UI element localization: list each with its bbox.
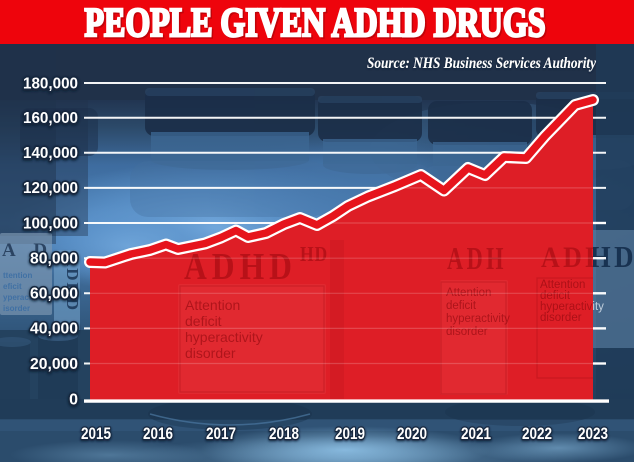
svg-text:hyperactivity: hyperactivity bbox=[446, 313, 510, 325]
svg-text:disorder: disorder bbox=[446, 326, 488, 338]
svg-text:2018: 2018 bbox=[269, 424, 299, 443]
svg-text:40,000: 40,000 bbox=[30, 321, 78, 338]
svg-text:2016: 2016 bbox=[143, 424, 173, 443]
svg-text:2015: 2015 bbox=[81, 424, 111, 443]
svg-text:140,000: 140,000 bbox=[23, 145, 78, 162]
svg-text:2022: 2022 bbox=[522, 424, 552, 443]
svg-text:deficit: deficit bbox=[540, 290, 571, 302]
svg-text:2023: 2023 bbox=[578, 424, 608, 443]
svg-text:A D: A D bbox=[2, 240, 54, 261]
svg-text:80,000: 80,000 bbox=[30, 251, 78, 268]
svg-text:20,000: 20,000 bbox=[30, 356, 78, 373]
svg-text:160,000: 160,000 bbox=[23, 110, 78, 127]
svg-text:100,000: 100,000 bbox=[23, 215, 78, 232]
svg-text:120,000: 120,000 bbox=[23, 180, 78, 197]
svg-text:PEOPLE GIVEN ADHD DRUGS: PEOPLE GIVEN ADHD DRUGS bbox=[85, 0, 546, 45]
svg-text:2019: 2019 bbox=[335, 424, 365, 443]
svg-text:hyperactivity: hyperactivity bbox=[540, 301, 604, 313]
svg-text:ttention: ttention bbox=[3, 271, 32, 280]
svg-text:2020: 2020 bbox=[397, 424, 427, 443]
svg-text:2021: 2021 bbox=[461, 424, 491, 443]
svg-text:180,000: 180,000 bbox=[23, 75, 78, 92]
svg-text:PEOPLE GIVEN ADHD DRUGS: PEOPLE GIVEN ADHD DRUGS bbox=[86, 0, 547, 46]
svg-text:disorder: disorder bbox=[185, 345, 236, 361]
svg-text:2017: 2017 bbox=[206, 424, 236, 443]
svg-text:Source: NHS Business Services: Source: NHS Business Services Authority bbox=[367, 55, 596, 72]
svg-text:0: 0 bbox=[69, 391, 78, 408]
svg-text:hyperactivity: hyperactivity bbox=[540, 301, 604, 313]
svg-text:yperactivity: yperactivity bbox=[3, 293, 48, 302]
svg-text:disorder: disorder bbox=[540, 312, 582, 324]
svg-text:Attention: Attention bbox=[185, 297, 240, 313]
svg-text:Attention: Attention bbox=[540, 279, 585, 291]
svg-text:ADHD: ADHD bbox=[63, 254, 82, 312]
svg-text:deficit: deficit bbox=[185, 313, 222, 329]
svg-text:isorder: isorder bbox=[3, 304, 30, 313]
svg-text:hyperactivity: hyperactivity bbox=[185, 329, 263, 345]
svg-text:deficit: deficit bbox=[446, 300, 477, 312]
svg-text:ADH: ADH bbox=[447, 240, 507, 276]
svg-text:Attention: Attention bbox=[446, 287, 491, 299]
svg-text:ADHD: ADHD bbox=[541, 241, 631, 274]
svg-text:eficit: eficit bbox=[3, 282, 22, 291]
svg-text:ADHD: ADHD bbox=[184, 246, 297, 288]
svg-text:HD: HD bbox=[300, 242, 328, 266]
svg-text:ADHD: ADHD bbox=[544, 239, 634, 274]
svg-text:60,000: 60,000 bbox=[30, 286, 78, 303]
